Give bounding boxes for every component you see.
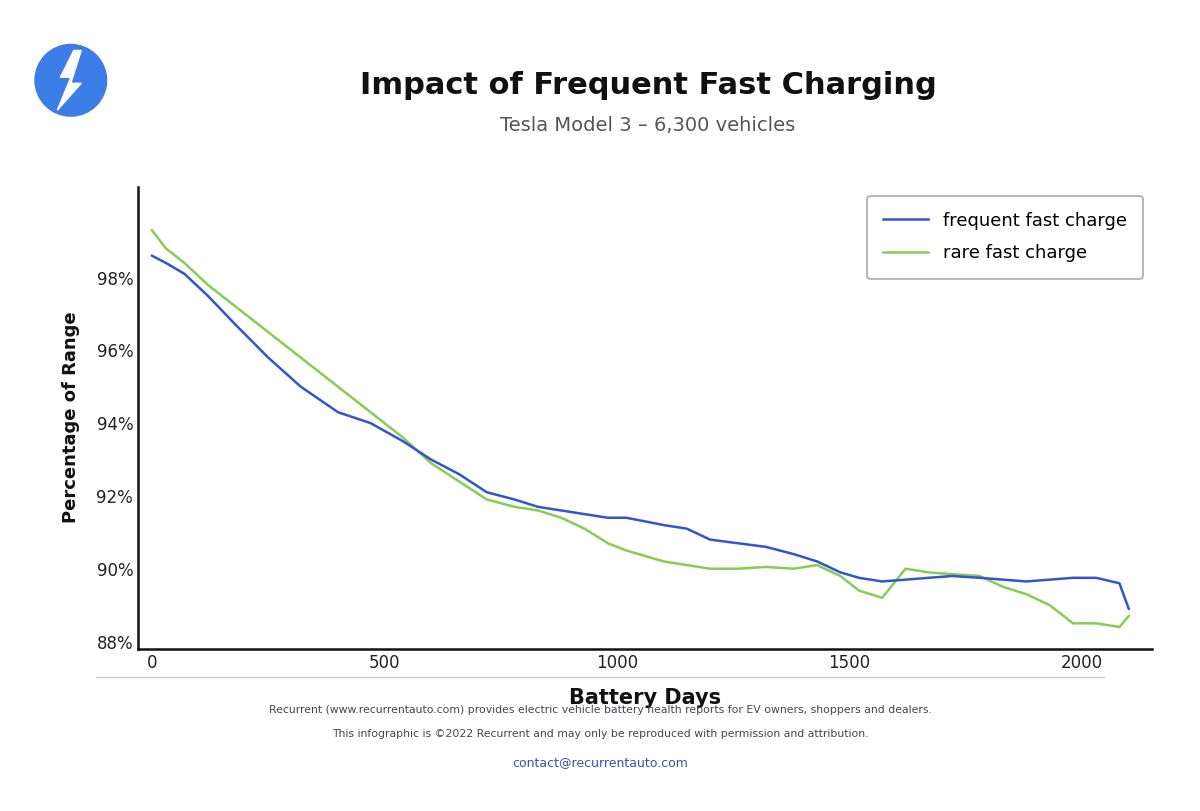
rare fast charge xyxy=(922,568,936,577)
frequent fast charge xyxy=(996,575,1010,585)
frequent fast charge xyxy=(1066,573,1080,582)
rare fast charge xyxy=(703,564,718,573)
rare fast charge xyxy=(656,556,671,566)
rare fast charge xyxy=(294,353,308,363)
rare fast charge xyxy=(530,505,545,515)
Text: Recurrent (www.recurrentauto.com) provides electric vehicle battery health repor: Recurrent (www.recurrentauto.com) provid… xyxy=(269,705,931,714)
frequent fast charge xyxy=(577,509,592,519)
rare fast charge xyxy=(228,302,242,311)
rare fast charge xyxy=(396,433,410,443)
rare fast charge xyxy=(480,495,494,504)
frequent fast charge xyxy=(973,573,988,582)
rare fast charge xyxy=(787,564,802,573)
rare fast charge xyxy=(451,477,466,487)
Text: Impact of Frequent Fast Charging: Impact of Frequent Fast Charging xyxy=(360,71,936,100)
Text: contact@recurrentauto.com: contact@recurrentauto.com xyxy=(512,756,688,769)
Circle shape xyxy=(35,45,107,116)
frequent fast charge xyxy=(731,539,745,548)
frequent fast charge xyxy=(158,258,173,268)
Legend: frequent fast charge, rare fast charge: frequent fast charge, rare fast charge xyxy=(866,195,1142,278)
frequent fast charge xyxy=(178,269,192,279)
frequent fast charge xyxy=(554,505,569,515)
rare fast charge xyxy=(731,564,745,573)
Line: rare fast charge: rare fast charge xyxy=(152,230,1129,627)
frequent fast charge xyxy=(922,573,936,582)
rare fast charge xyxy=(262,328,276,337)
rare fast charge xyxy=(638,551,653,561)
Line: frequent fast charge: frequent fast charge xyxy=(152,255,1129,609)
rare fast charge xyxy=(200,280,215,290)
rare fast charge xyxy=(1043,600,1057,610)
frequent fast charge xyxy=(1112,578,1127,588)
frequent fast charge xyxy=(638,517,653,526)
frequent fast charge xyxy=(480,487,494,497)
Text: Tesla Model 3 – 6,300 vehicles: Tesla Model 3 – 6,300 vehicles xyxy=(500,116,796,135)
frequent fast charge xyxy=(145,251,160,260)
frequent fast charge xyxy=(656,520,671,530)
rare fast charge xyxy=(944,569,959,579)
frequent fast charge xyxy=(703,534,718,544)
frequent fast charge xyxy=(899,575,913,585)
frequent fast charge xyxy=(200,291,215,301)
rare fast charge xyxy=(364,407,378,417)
rare fast charge xyxy=(833,571,847,581)
Text: This infographic is ©2022 Recurrent and may only be reproduced with permission a: This infographic is ©2022 Recurrent and … xyxy=(331,729,869,739)
frequent fast charge xyxy=(1019,577,1033,586)
frequent fast charge xyxy=(679,524,694,534)
frequent fast charge xyxy=(944,571,959,581)
rare fast charge xyxy=(1066,619,1080,629)
rare fast charge xyxy=(554,513,569,522)
rare fast charge xyxy=(810,560,824,570)
frequent fast charge xyxy=(396,436,410,446)
rare fast charge xyxy=(424,458,438,468)
frequent fast charge xyxy=(451,470,466,479)
rare fast charge xyxy=(178,258,192,268)
rare fast charge xyxy=(1019,590,1033,599)
rare fast charge xyxy=(899,564,913,573)
rare fast charge xyxy=(619,546,634,556)
frequent fast charge xyxy=(1043,575,1057,585)
frequent fast charge xyxy=(262,353,276,363)
frequent fast charge xyxy=(852,573,866,582)
frequent fast charge xyxy=(787,549,802,559)
rare fast charge xyxy=(679,560,694,570)
frequent fast charge xyxy=(619,513,634,522)
rare fast charge xyxy=(158,243,173,253)
frequent fast charge xyxy=(1088,573,1103,582)
Polygon shape xyxy=(58,50,82,110)
frequent fast charge xyxy=(331,407,346,417)
frequent fast charge xyxy=(424,455,438,465)
rare fast charge xyxy=(145,225,160,235)
frequent fast charge xyxy=(364,418,378,428)
rare fast charge xyxy=(973,571,988,581)
rare fast charge xyxy=(875,593,889,603)
frequent fast charge xyxy=(294,382,308,392)
rare fast charge xyxy=(1088,619,1103,629)
rare fast charge xyxy=(1112,622,1127,632)
rare fast charge xyxy=(508,502,522,512)
Y-axis label: Percentage of Range: Percentage of Range xyxy=(61,312,79,523)
rare fast charge xyxy=(852,586,866,595)
frequent fast charge xyxy=(810,556,824,566)
frequent fast charge xyxy=(833,568,847,577)
X-axis label: Battery Days: Battery Days xyxy=(569,689,721,708)
frequent fast charge xyxy=(875,577,889,586)
frequent fast charge xyxy=(228,320,242,330)
frequent fast charge xyxy=(530,502,545,512)
frequent fast charge xyxy=(758,542,773,551)
rare fast charge xyxy=(600,539,614,548)
frequent fast charge xyxy=(1122,604,1136,614)
rare fast charge xyxy=(996,582,1010,592)
frequent fast charge xyxy=(508,495,522,504)
frequent fast charge xyxy=(600,513,614,522)
rare fast charge xyxy=(1122,611,1136,621)
rare fast charge xyxy=(758,562,773,572)
rare fast charge xyxy=(331,382,346,392)
rare fast charge xyxy=(577,524,592,534)
